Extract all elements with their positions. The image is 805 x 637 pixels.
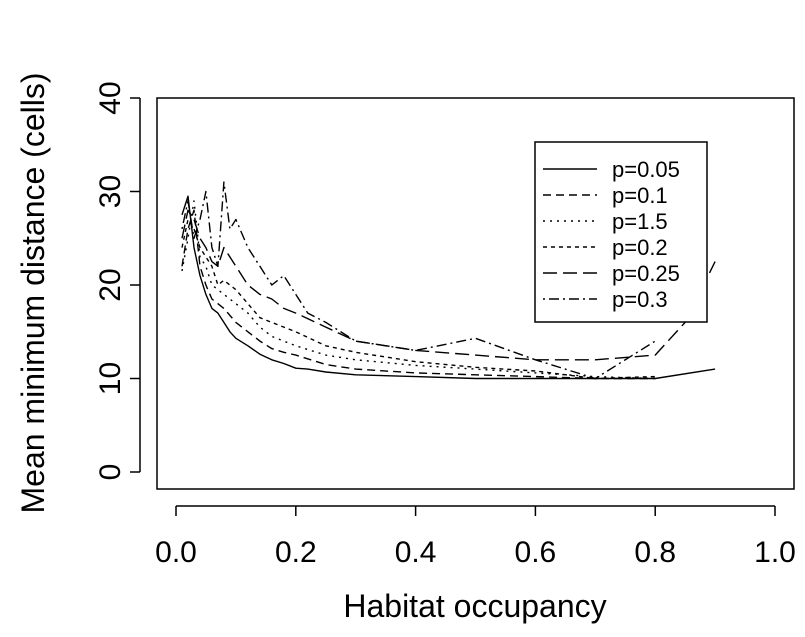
series-line <box>181 181 656 380</box>
legend-label: p=0.25 <box>612 261 680 286</box>
y-tick-label: 40 <box>94 81 127 114</box>
legend-label: p=0.1 <box>612 183 668 208</box>
y-tick-label: 0 <box>94 464 127 481</box>
legend-label: p=0.05 <box>612 157 680 182</box>
series-layer <box>181 181 716 380</box>
x-tick-label: 1.0 <box>754 536 796 569</box>
legend-label: p=0.3 <box>612 287 668 312</box>
legend-box <box>534 141 708 323</box>
x-tick-label: 0.0 <box>155 536 197 569</box>
x-tick-label: 0.6 <box>515 536 557 569</box>
legend: p=0.05p=0.1p=1.5p=0.2p=0.25p=0.3 <box>534 141 708 323</box>
x-tick-label: 0.8 <box>634 536 676 569</box>
plot-frame <box>156 97 795 490</box>
y-axis-title: Mean minimum distance (cells) <box>15 72 51 513</box>
series-line <box>181 209 716 361</box>
y-tick-label: 20 <box>94 268 127 301</box>
legend-label: p=1.5 <box>612 209 668 234</box>
x-axis: 0.0 0.2 0.4 0.6 0.8 1.0 <box>155 505 796 569</box>
x-tick-label: 0.4 <box>395 536 437 569</box>
y-tick-label: 30 <box>94 175 127 208</box>
series-line <box>181 209 656 380</box>
y-axis: 0 10 20 30 40 <box>94 81 141 481</box>
x-tick-label: 0.2 <box>275 536 317 569</box>
legend-label: p=0.2 <box>612 235 668 260</box>
series-line <box>181 218 656 380</box>
series-line <box>181 195 716 380</box>
x-axis-title: Habitat occupancy <box>343 588 606 624</box>
y-tick-label: 10 <box>94 362 127 395</box>
